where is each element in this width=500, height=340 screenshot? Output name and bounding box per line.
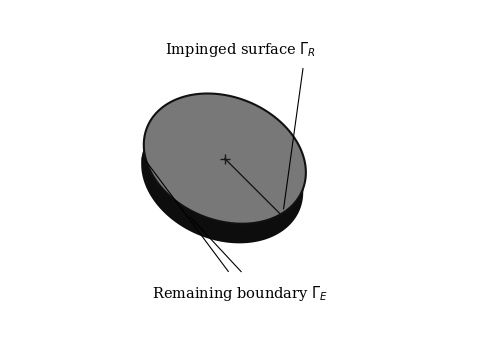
Polygon shape	[141, 113, 303, 243]
Polygon shape	[144, 94, 306, 224]
Polygon shape	[141, 94, 306, 192]
Text: Impinged surface $\Gamma_R$: Impinged surface $\Gamma_R$	[166, 40, 316, 59]
Text: Remaining boundary $\Gamma_E$: Remaining boundary $\Gamma_E$	[152, 284, 328, 303]
